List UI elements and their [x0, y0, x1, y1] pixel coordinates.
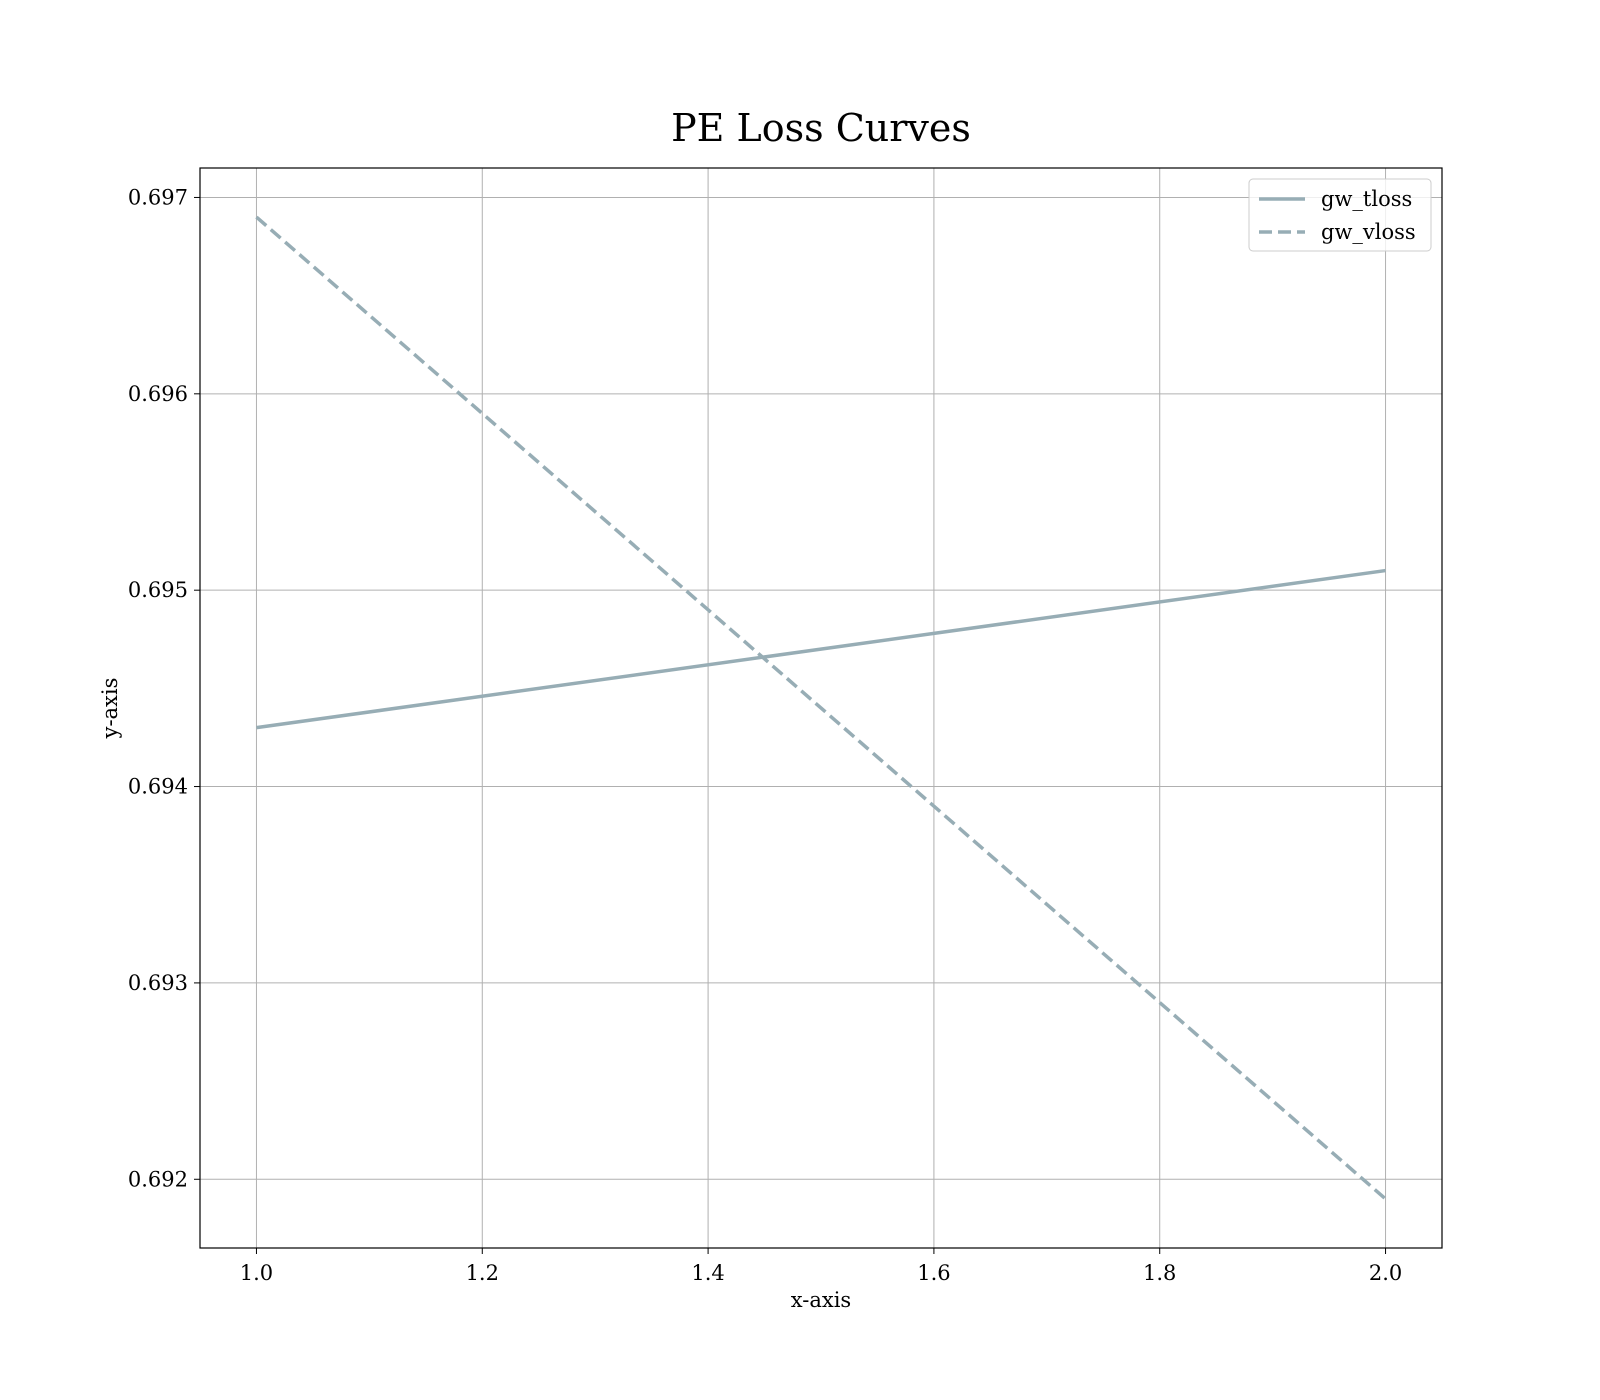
y-axis-label: y-axis [98, 678, 122, 740]
y-tick-label: 0.694 [128, 775, 188, 799]
series-line-gw-tloss [256, 568, 1386, 730]
x-tick-label: 1.8 [1143, 1261, 1176, 1285]
plot-frame [199, 167, 1443, 1249]
legend: gw_tloss gw_vloss [1248, 178, 1432, 252]
x-tick-label: 2.0 [1369, 1261, 1402, 1285]
series-layer [255, 215, 1387, 1201]
x-tick-label: 1.4 [691, 1261, 724, 1285]
x-axis-label: x-axis [791, 1288, 851, 1312]
chart-title: PE Loss Curves [671, 106, 971, 150]
series-line-gw-vloss [255, 215, 1387, 1201]
y-tick-label: 0.695 [128, 578, 188, 602]
y-tick-label: 0.692 [128, 1167, 188, 1191]
ticks-layer: 1.0 1.2 1.4 1.6 1.8 2.0 0.692 0.693 0.694 0.695 0.… [128, 185, 1402, 1285]
x-tick-label: 1.6 [917, 1261, 950, 1285]
legend-box [1248, 178, 1432, 252]
legend-label-gw-vloss: gw_vloss [1321, 220, 1416, 244]
x-tick-label: 1.2 [466, 1261, 499, 1285]
x-tick-label: 1.0 [240, 1261, 273, 1285]
y-tick-label: 0.693 [128, 971, 188, 995]
y-tick-label: 0.696 [128, 382, 188, 406]
y-tick-label: 0.697 [128, 185, 188, 209]
legend-label-gw-tloss: gw_tloss [1321, 187, 1412, 211]
